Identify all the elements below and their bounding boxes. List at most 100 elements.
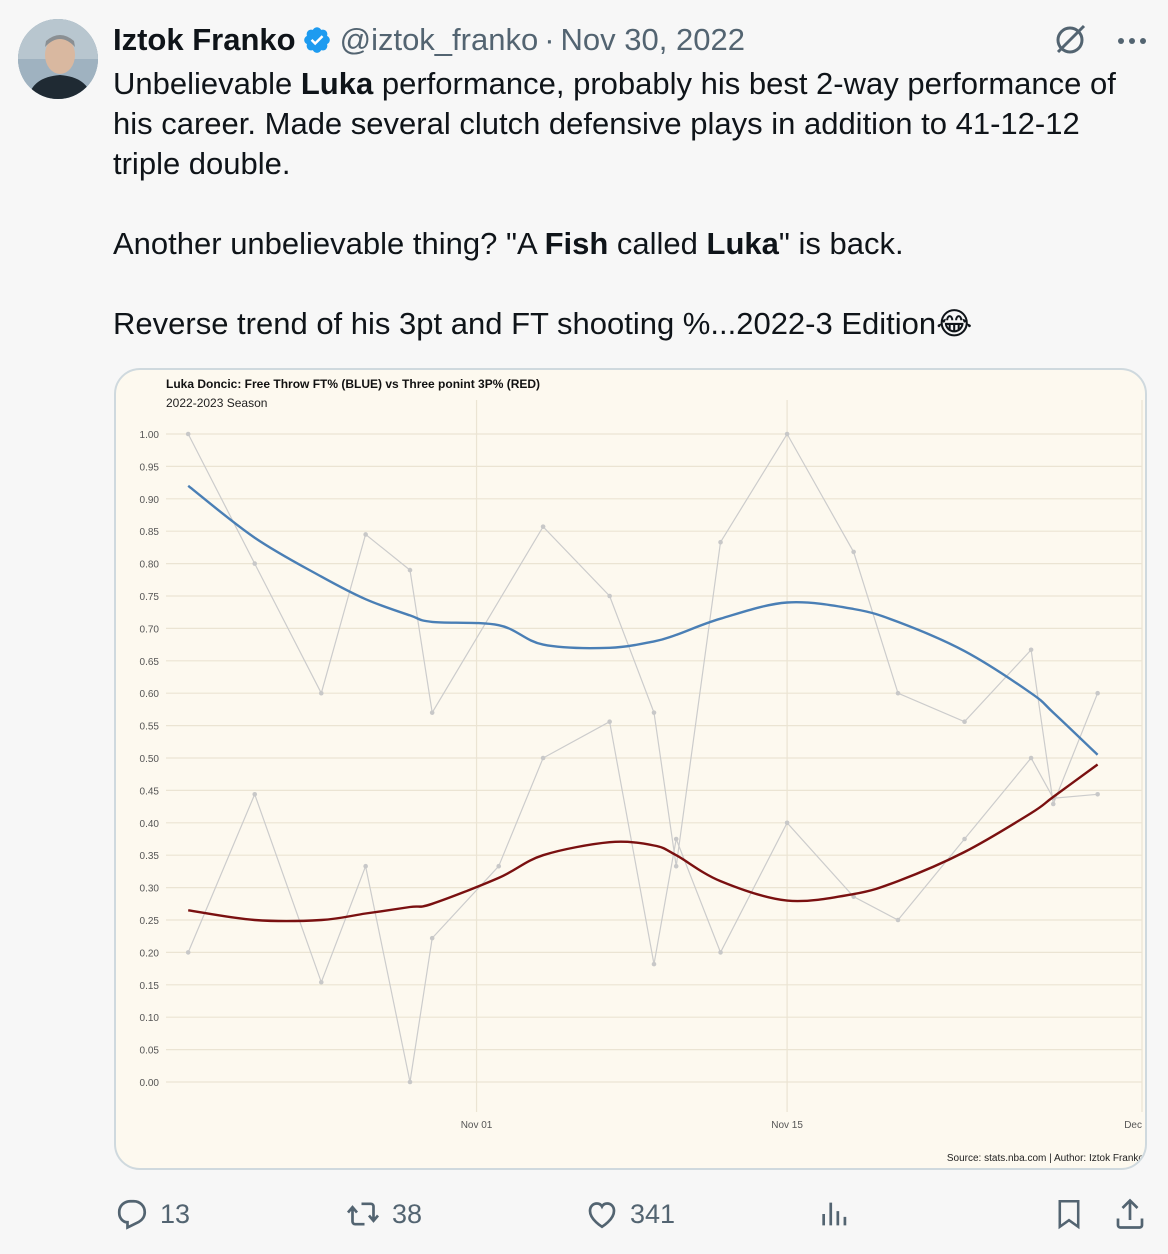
tweet-text-bold: Luka [300, 66, 374, 101]
data-point [407, 567, 413, 573]
tweet-text-segment: " is back. Reverse trend of his 3pt and … [113, 226, 973, 341]
verified-badge-icon[interactable] [302, 25, 332, 55]
data-point [718, 950, 723, 955]
y-tick-label: 0.30 [140, 884, 160, 895]
y-tick-label: 0.40 [140, 819, 160, 830]
x-tick-label: Dec [1124, 1120, 1142, 1131]
data-point [363, 863, 368, 869]
like-button[interactable]: 341 [584, 1196, 675, 1232]
data-point [1095, 791, 1100, 797]
tweet-date[interactable]: Nov 30, 2022 [560, 22, 745, 57]
y-tick-label: 0.85 [140, 527, 160, 538]
data-point [252, 561, 258, 566]
raw-series-line [187, 432, 1099, 867]
data-point [363, 532, 368, 537]
data-point [540, 755, 546, 761]
data-point [1028, 755, 1034, 761]
y-tick-label: 0.50 [140, 754, 160, 765]
data-point [252, 791, 258, 797]
avatar-photo [18, 19, 98, 99]
data-point [318, 690, 324, 696]
tweet-text-bold: Fish [544, 226, 609, 261]
data-point [496, 863, 502, 869]
data-point [429, 935, 435, 941]
chart-svg: Luka Doncic: Free Throw FT% (BLUE) vs Th… [140, 377, 1145, 1164]
y-tick-label: 0.90 [140, 495, 160, 506]
data-point [185, 431, 191, 437]
author-name[interactable]: Iztok Franko [113, 22, 296, 57]
tweet-action-bar: 13 38 341 [0, 1196, 1168, 1240]
tweet-text-segment: called [608, 226, 707, 261]
share-button[interactable] [1112, 1196, 1148, 1232]
tweet-top-actions [1054, 22, 1148, 61]
tweet-header: Iztok Franko @iztok_franko · Nov 30, 202… [113, 20, 745, 60]
bookmark-icon [1058, 1199, 1080, 1230]
data-point [651, 961, 657, 967]
more-icon[interactable] [1116, 33, 1148, 51]
y-tick-label: 0.70 [140, 624, 160, 635]
data-point [185, 950, 191, 955]
bookmark-button[interactable] [1052, 1196, 1086, 1232]
y-tick-label: 0.45 [140, 786, 160, 797]
retweet-icon [346, 1202, 380, 1226]
data-point [1095, 690, 1100, 696]
y-tick-label: 1.00 [140, 430, 160, 441]
data-point [318, 979, 324, 985]
ft-trend-line [187, 484, 1099, 756]
y-tick-label: 0.75 [140, 592, 160, 603]
y-tick-label: 0.00 [140, 1078, 160, 1089]
y-tick-label: 0.55 [140, 722, 160, 733]
y-tick-label: 0.35 [140, 851, 160, 862]
like-count: 341 [630, 1198, 676, 1229]
x-tick-label: Nov 15 [771, 1120, 803, 1131]
data-point [851, 549, 856, 555]
data-point [1050, 801, 1056, 807]
chart-caption: Source: stats.nba.com | Author: Iztok Fr… [947, 1153, 1145, 1164]
data-point [607, 593, 612, 599]
tweet-text-segment: Unbelievable [113, 66, 301, 101]
data-point [673, 836, 679, 842]
data-point [673, 863, 679, 869]
data-point [1028, 647, 1034, 653]
share-icon [1116, 1198, 1144, 1229]
tweet-media-chart[interactable]: Luka Doncic: Free Throw FT% (BLUE) vs Th… [114, 368, 1147, 1170]
y-tick-label: 0.95 [140, 462, 160, 473]
data-point [540, 524, 546, 529]
data-point [962, 836, 967, 842]
data-point [962, 719, 967, 725]
data-point [895, 690, 901, 696]
y-tick-label: 0.10 [140, 1013, 160, 1024]
views-icon [822, 1202, 847, 1226]
chart-title: Luka Doncic: Free Throw FT% (BLUE) vs Th… [166, 377, 540, 391]
y-tick-label: 0.60 [140, 689, 160, 700]
avatar[interactable] [18, 19, 98, 99]
data-point [407, 1079, 413, 1085]
y-tick-label: 0.05 [140, 1046, 160, 1057]
data-point [784, 820, 790, 826]
data-point [784, 431, 790, 437]
views-button[interactable] [818, 1196, 852, 1232]
data-point [607, 719, 612, 725]
like-icon [588, 1202, 616, 1229]
reply-button[interactable]: 13 [114, 1196, 190, 1232]
data-point [851, 894, 856, 899]
reply-count: 13 [160, 1198, 191, 1229]
tweet-text-segment: performance, probably his best 2-way per… [113, 66, 1116, 261]
retweet-count: 38 [392, 1198, 423, 1229]
tweet-text-bold: Luka [706, 226, 779, 261]
y-tick-label: 0.25 [140, 916, 160, 927]
data-point [651, 710, 657, 715]
reply-icon [117, 1199, 147, 1230]
tweet-text: Unbelievable Luka performance, probably … [113, 64, 1153, 344]
y-tick-label: 0.15 [140, 981, 160, 992]
data-point [895, 917, 901, 923]
y-tick-label: 0.65 [140, 657, 160, 668]
header-separator: · [544, 22, 555, 57]
threept-trend-line [188, 763, 1099, 923]
y-tick-label: 0.80 [140, 560, 160, 571]
author-handle[interactable]: @iztok_franko [339, 22, 539, 57]
grok-icon[interactable] [1054, 22, 1088, 61]
chart-subtitle: 2022-2023 Season [166, 396, 267, 410]
retweet-button[interactable]: 38 [344, 1196, 422, 1232]
data-point [429, 710, 435, 715]
